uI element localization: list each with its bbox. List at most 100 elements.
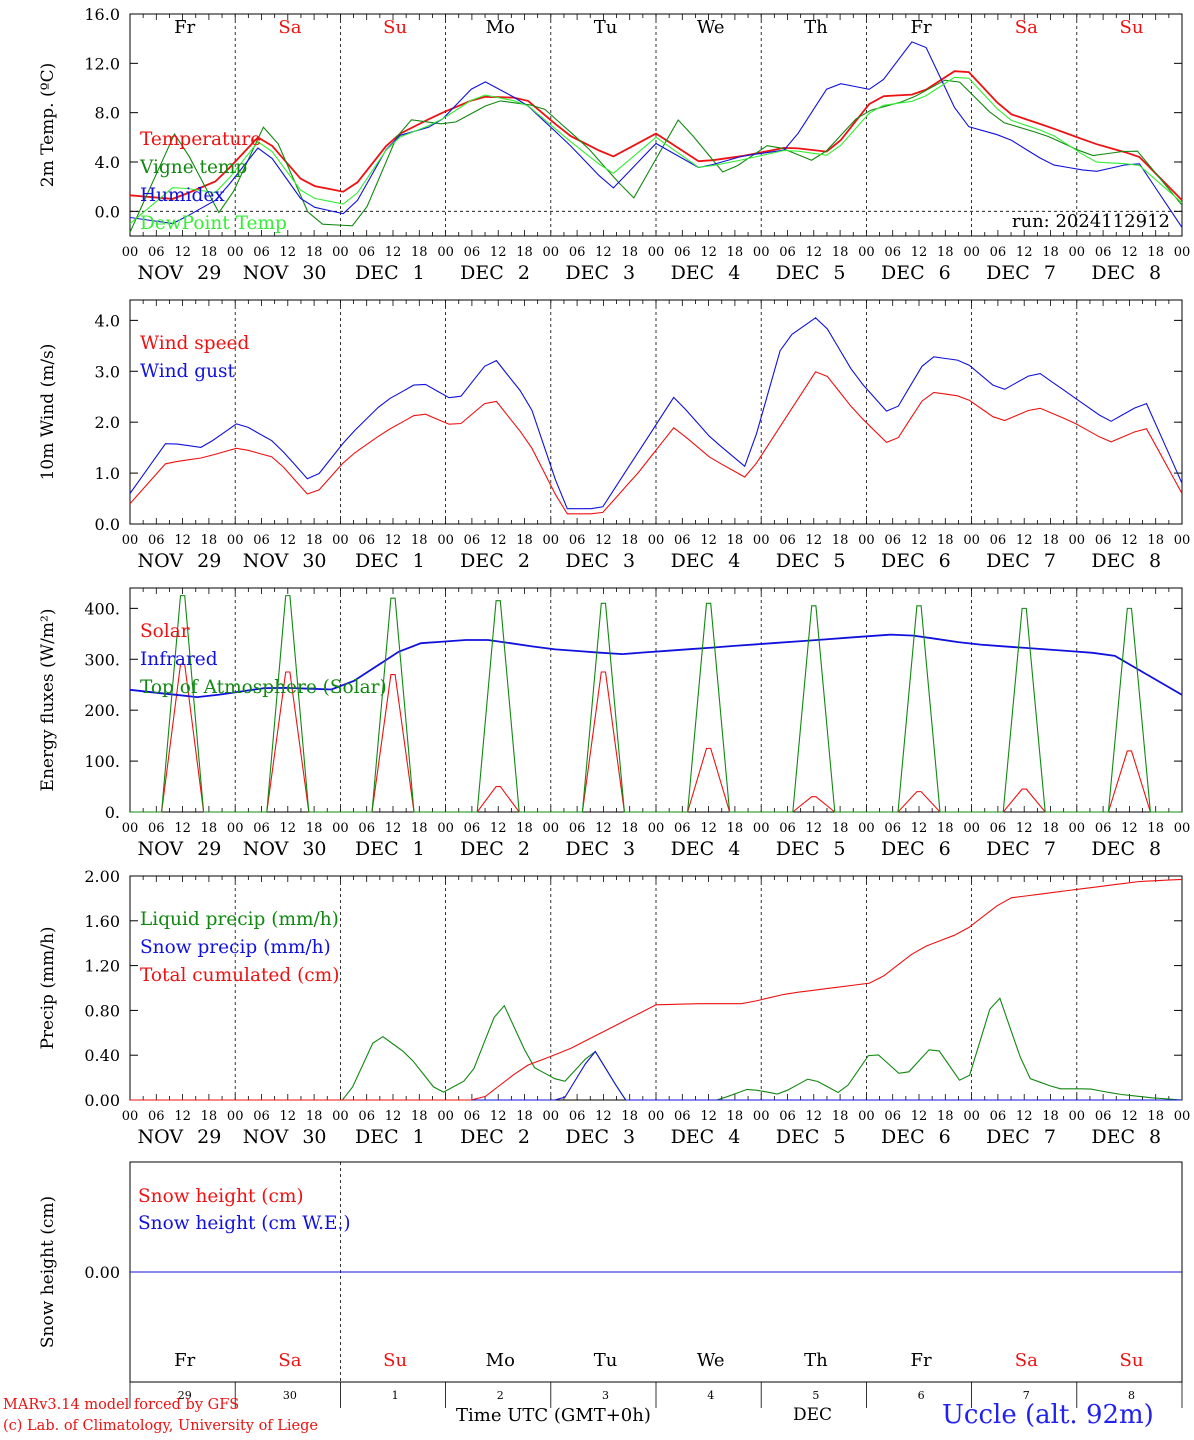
hour-tick-label: 12	[700, 821, 717, 836]
hour-tick-label: 18	[1147, 821, 1164, 836]
day-date-label: DEC 7	[986, 262, 1056, 284]
day-abbr: Su	[1120, 17, 1144, 38]
hour-tick-label: 12	[806, 533, 823, 548]
legend-entry: Wind gust	[140, 361, 235, 382]
panel-2: 0.0 1.0 2.0 3.0 4.0 10m Wind (m/s) Wind speed W…	[38, 299, 1191, 572]
hour-tick-label: 18	[621, 1109, 638, 1124]
day-abbr: Fr	[911, 17, 932, 38]
hour-tick-label: 00	[753, 1109, 770, 1124]
hour-tick-label: 06	[569, 245, 586, 260]
hour-tick-label: 06	[674, 821, 691, 836]
y-axis-label: Precip (mm/h)	[38, 926, 58, 1049]
day-month: DEC	[355, 550, 399, 572]
day-date-label: NOV 30	[243, 838, 327, 860]
y-tick-label: 0.40	[84, 1046, 120, 1065]
y-tick-label: 2.0	[95, 413, 120, 432]
day-date: 7	[1044, 838, 1056, 860]
day-month: DEC	[565, 550, 609, 572]
hour-tick-label: 00	[963, 1109, 980, 1124]
hour-tick-label: 06	[990, 245, 1007, 260]
day-date: 30	[302, 550, 326, 572]
day-abbr: Sa	[278, 1350, 301, 1371]
day-date: 5	[833, 1126, 845, 1148]
hour-tick-label: 18	[411, 821, 428, 836]
hour-tick-label: 18	[727, 533, 744, 548]
hour-tick-label: 18	[516, 1109, 533, 1124]
legend-entry: Vigne temp	[139, 157, 247, 178]
hour-tick-label: 06	[148, 533, 165, 548]
hour-tick-label: 18	[621, 821, 638, 836]
hour-tick-label: 00	[753, 533, 770, 548]
hour-tick-label: 00	[332, 821, 349, 836]
hour-tick-label: 18	[937, 821, 954, 836]
series-line-3	[130, 878, 1183, 1101]
hour-tick-label: 00	[648, 821, 665, 836]
hour-tick-label: 06	[148, 245, 165, 260]
series-line-3	[130, 595, 1182, 813]
day-date-label: DEC 7	[986, 838, 1056, 860]
day-month: DEC	[881, 262, 925, 284]
day-month: NOV	[138, 262, 184, 284]
hour-tick-label: 12	[1016, 1109, 1033, 1124]
hour-tick-label: 18	[937, 245, 954, 260]
panel-1: 0.0 4.0 8.0 12.0 16.0 2m Temp. (ºC) Temperatur…	[38, 5, 1190, 284]
hour-tick-label: 12	[806, 821, 823, 836]
day-date-label: DEC 4	[671, 550, 741, 572]
hour-tick-label: 12	[174, 821, 191, 836]
day-date: 29	[197, 838, 221, 860]
hour-tick-label: 12	[280, 533, 297, 548]
hour-tick-label: 06	[253, 1109, 270, 1124]
hour-tick-label: 18	[832, 1109, 849, 1124]
y-tick-label: 400.	[84, 599, 120, 618]
hour-tick-label: 12	[911, 245, 928, 260]
hour-tick-label: 18	[1042, 245, 1059, 260]
hour-tick-label: 00	[1069, 821, 1086, 836]
day-number-label: 8	[1128, 1389, 1135, 1402]
legend-entry: Liquid precip (mm/h)	[140, 909, 339, 930]
hour-tick-label: 00	[753, 245, 770, 260]
day-month: DEC	[355, 838, 399, 860]
day-date: 6	[939, 262, 951, 284]
legend-entry: Snow precip (mm/h)	[140, 937, 331, 958]
day-date: 30	[302, 262, 326, 284]
day-month: DEC	[881, 550, 925, 572]
hour-tick-label: 00	[963, 821, 980, 836]
hour-tick-label: 06	[569, 533, 586, 548]
day-month: NOV	[243, 262, 289, 284]
station-label: Uccle (alt. 92m)	[942, 1400, 1154, 1430]
day-date-label: DEC 4	[671, 838, 741, 860]
hour-tick-label: 00	[1174, 533, 1191, 548]
hour-tick-label: 00	[753, 821, 770, 836]
hour-tick-label: 12	[490, 245, 507, 260]
hour-tick-label: 00	[1069, 533, 1086, 548]
hour-tick-label: 12	[1016, 245, 1033, 260]
day-abbr: Su	[1120, 1350, 1144, 1371]
day-date: 4	[728, 550, 740, 572]
hour-tick-label: 06	[253, 533, 270, 548]
hour-tick-label: 06	[674, 245, 691, 260]
day-month: DEC	[671, 838, 715, 860]
day-abbr: Su	[383, 1350, 407, 1371]
day-date-label: DEC 3	[565, 262, 635, 284]
panel-5: 0.00 Snow height (cm) Snow height (cm) Snow…	[38, 1161, 1183, 1408]
y-tick-label: 0.0	[95, 202, 120, 221]
day-date-label: NOV 29	[138, 838, 222, 860]
day-number-label: 4	[707, 1389, 714, 1402]
day-date-label: DEC 1	[355, 838, 425, 860]
hour-tick-label: 00	[332, 1109, 349, 1124]
hour-tick-label: 12	[174, 1109, 191, 1124]
y-axis-label: Energy fluxes (W/m²)	[38, 609, 58, 792]
day-number-label: 5	[812, 1389, 819, 1402]
panel-3: 0. 100. 200. 300. 400. Energy fluxes (W/m²) So…	[38, 587, 1190, 860]
day-month: DEC	[355, 262, 399, 284]
day-date: 8	[1149, 550, 1161, 572]
hour-tick-label: 06	[990, 533, 1007, 548]
hour-tick-label: 18	[201, 1109, 218, 1124]
day-number-label: 30	[283, 1389, 297, 1402]
day-date: 5	[833, 262, 845, 284]
day-date-label: DEC 7	[986, 1126, 1056, 1148]
day-month: DEC	[671, 262, 715, 284]
hour-tick-label: 00	[858, 821, 875, 836]
hour-tick-label: 12	[490, 821, 507, 836]
day-month: NOV	[138, 838, 184, 860]
